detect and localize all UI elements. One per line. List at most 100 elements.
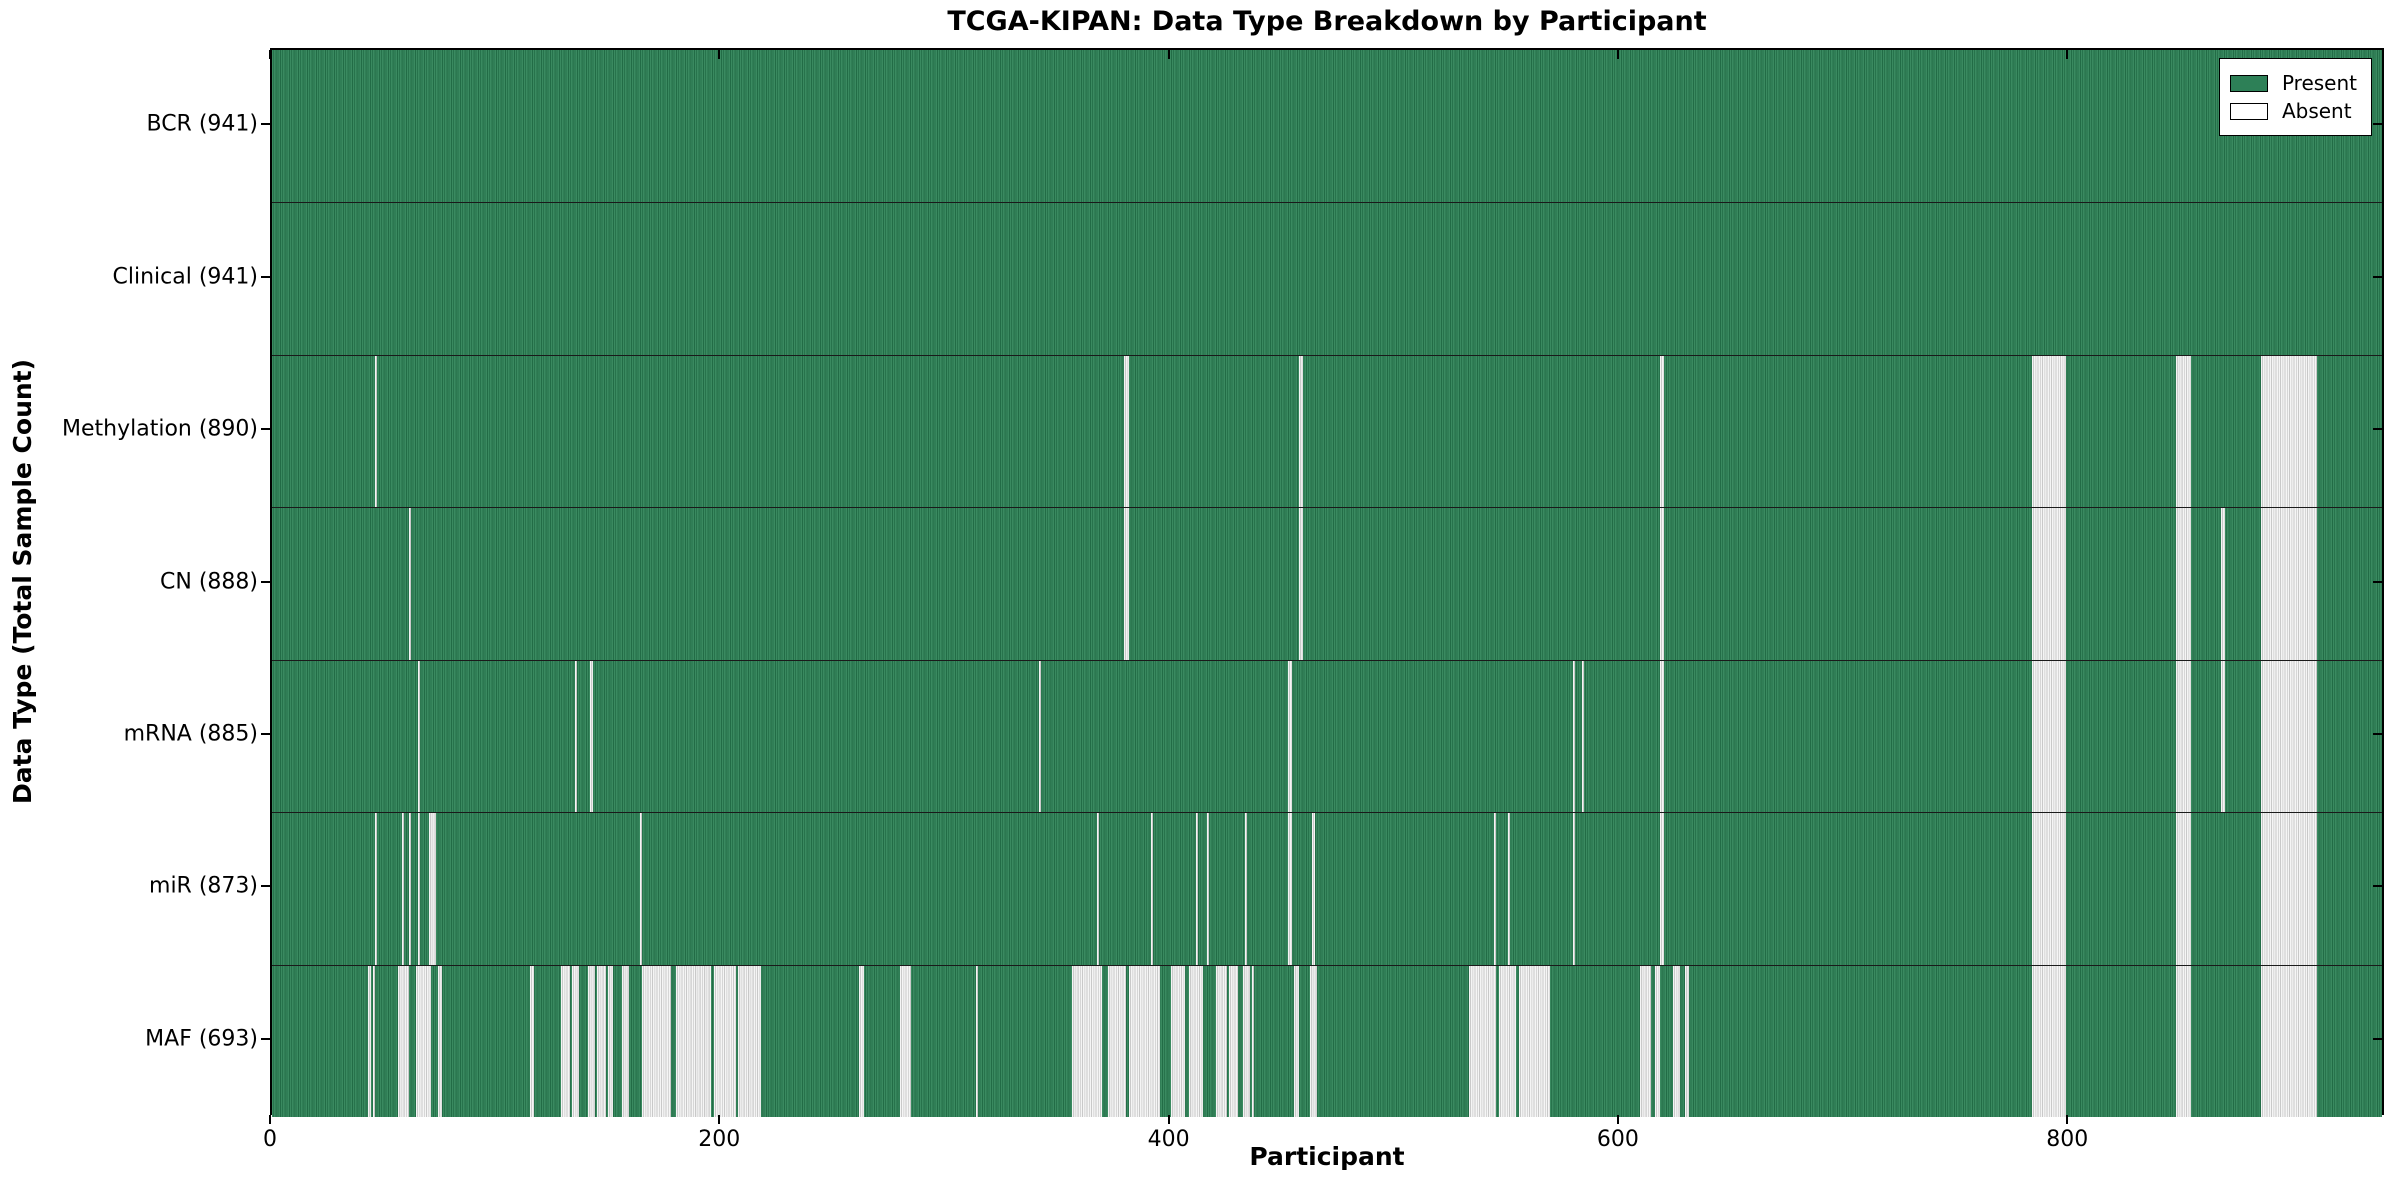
y-tick-mark-right — [2373, 885, 2382, 888]
legend-label: Present — [2281, 71, 2357, 95]
x-tick-label: 800 — [2046, 1127, 2089, 1152]
absent-swatch-icon — [2229, 102, 2268, 120]
absent-block — [1581, 660, 1584, 813]
legend-label: Absent — [2281, 99, 2352, 123]
absent-block — [402, 813, 405, 965]
absent-block — [590, 660, 593, 813]
y-tick-label: miR (873) — [149, 873, 258, 899]
y-tick-label: Methylation (890) — [62, 416, 258, 442]
absent-block — [1659, 508, 1665, 660]
absent-block — [1312, 813, 1315, 965]
absent-block — [437, 965, 443, 1117]
y-tick-label: BCR (941) — [146, 111, 258, 137]
absent-block — [1684, 965, 1690, 1117]
row-mrna — [272, 659, 2382, 813]
absent-block — [2175, 508, 2192, 660]
absent-block — [1242, 965, 1250, 1117]
absent-block — [415, 965, 432, 1117]
x-tick-mark — [269, 1115, 271, 1124]
absent-block — [1038, 660, 1042, 813]
y-tick-mark-right — [2373, 580, 2382, 583]
absent-block — [2032, 813, 2066, 965]
absent-block — [1287, 660, 1293, 813]
y-tick-mark-right — [2373, 1037, 2382, 1040]
absent-block — [608, 965, 613, 1117]
absent-block — [1229, 965, 1239, 1117]
absent-block — [2175, 355, 2192, 508]
absent-block — [1310, 965, 1317, 1117]
absent-block — [375, 813, 378, 965]
x-axis-label: Participant — [1249, 1142, 1405, 1171]
absent-block — [1097, 813, 1100, 965]
absent-block — [574, 660, 577, 813]
row-clinical — [272, 202, 2382, 355]
absent-block — [1298, 508, 1304, 660]
y-tick-label: CN (888) — [160, 569, 258, 594]
row-bcr — [272, 50, 2382, 203]
absent-block — [2260, 660, 2317, 813]
absent-block — [375, 355, 378, 508]
absent-block — [408, 813, 411, 965]
absent-block — [1124, 508, 1129, 660]
x-tick-mark-top — [269, 50, 271, 59]
y-tick-mark-right — [2373, 428, 2382, 431]
legend-item-absent: Absent — [2229, 99, 2357, 123]
absent-block — [397, 965, 409, 1117]
y-tick-label: MAF (693) — [145, 1026, 258, 1052]
row-methylation — [272, 354, 2382, 508]
absent-block — [675, 965, 712, 1117]
absent-block — [859, 965, 864, 1117]
absent-block — [1659, 355, 1665, 508]
absent-block — [738, 965, 761, 1117]
chart-title: TCGA-KIPAN: Data Type Breakdown by Parti… — [947, 6, 1707, 37]
absent-block — [2260, 508, 2317, 660]
row-cn — [272, 507, 2382, 660]
absent-block — [1659, 813, 1665, 965]
absent-block — [2220, 660, 2226, 813]
absent-block — [1659, 660, 1665, 813]
absent-block — [1572, 813, 1575, 965]
absent-block — [1128, 965, 1160, 1117]
y-tick-mark-right — [2373, 123, 2382, 126]
absent-block — [1639, 965, 1651, 1117]
row-maf — [272, 964, 2382, 1117]
absent-block — [1207, 813, 1210, 965]
y-tick-mark — [261, 580, 270, 583]
absent-block — [1195, 813, 1199, 965]
absent-block — [2175, 660, 2192, 813]
y-tick-mark — [261, 428, 270, 431]
absent-block — [621, 965, 629, 1117]
legend-item-present: Present — [2229, 71, 2357, 95]
legend: Present Absent — [2218, 58, 2372, 136]
absent-block — [572, 965, 580, 1117]
absent-block — [1655, 965, 1660, 1117]
absent-block — [428, 813, 436, 965]
absent-block — [1572, 660, 1575, 813]
x-tick-mark — [718, 1115, 721, 1124]
absent-block — [1251, 965, 1255, 1117]
absent-block — [1216, 965, 1228, 1117]
y-tick-mark-right — [2373, 732, 2382, 735]
x-tick-mark-top — [2066, 50, 2069, 59]
x-tick-mark — [1167, 1115, 1170, 1124]
x-tick-mark-top — [1167, 50, 1170, 59]
absent-block — [1294, 965, 1299, 1117]
absent-block — [1189, 965, 1203, 1117]
x-tick-label: 600 — [1596, 1127, 1639, 1152]
plot-area: Present Absent — [270, 48, 2384, 1117]
y-tick-label: Clinical (941) — [112, 264, 258, 290]
absent-block — [899, 965, 912, 1117]
present-swatch-icon — [2229, 74, 2268, 92]
absent-block — [1518, 965, 1551, 1117]
absent-block — [2032, 508, 2066, 660]
absent-block — [1150, 813, 1154, 965]
absent-block — [1469, 965, 1497, 1117]
y-tick-label: mRNA (885) — [123, 721, 258, 747]
absent-block — [1287, 813, 1293, 965]
y-tick-mark — [261, 1037, 270, 1040]
absent-block — [1498, 965, 1517, 1117]
row-mir — [272, 812, 2382, 965]
absent-block — [417, 660, 420, 813]
absent-block — [372, 965, 376, 1117]
